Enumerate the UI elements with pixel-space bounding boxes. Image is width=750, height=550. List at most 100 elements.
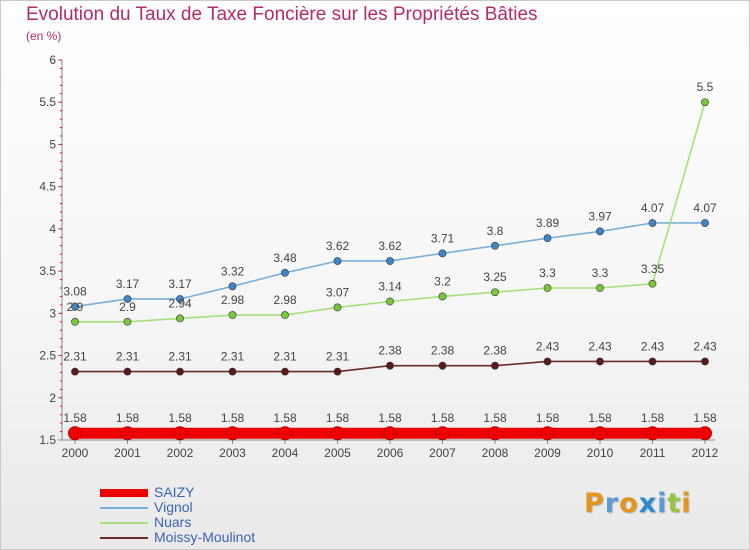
data-point [176, 314, 184, 323]
data-label: 2.43 [588, 339, 612, 353]
data-label: 3.62 [378, 239, 402, 253]
data-label: 5.5 [697, 80, 714, 94]
data-point [383, 426, 397, 441]
data-label: 3.3 [539, 266, 556, 280]
legend-swatch [100, 537, 148, 539]
x-tick-label: 2005 [324, 446, 351, 460]
data-point [71, 317, 79, 326]
data-point [540, 426, 555, 441]
data-label: 1.58 [483, 411, 507, 425]
y-tick-label: 3 [49, 306, 56, 320]
data-point [543, 284, 552, 292]
x-tick-label: 2009 [534, 446, 561, 460]
data-label: 1.58 [326, 411, 350, 425]
data-point [438, 361, 447, 370]
data-label: 3.08 [63, 285, 87, 299]
data-point [435, 426, 450, 441]
data-label: 2.43 [641, 339, 665, 353]
data-point [123, 295, 132, 303]
data-label: 3.8 [487, 224, 504, 238]
x-tick-label: 2010 [587, 446, 614, 460]
data-label: 1.58 [641, 411, 665, 425]
data-label: 2.9 [119, 300, 136, 314]
data-point [488, 426, 502, 441]
data-label: 3.32 [221, 264, 245, 278]
chart-unit-label: (en %) [26, 29, 62, 43]
data-label: 2.31 [326, 350, 350, 364]
proxiti-logo: Proxiti [584, 488, 692, 519]
data-label: 1.58 [536, 411, 560, 425]
data-point [281, 367, 289, 376]
data-point [330, 426, 345, 441]
x-tick-label: 2003 [219, 446, 246, 460]
legend-swatch [100, 489, 148, 497]
y-tick-label: 4.5 [39, 180, 56, 194]
x-tick-label: 2004 [272, 446, 299, 460]
data-point [123, 367, 132, 376]
data-label: 3.14 [378, 280, 402, 294]
data-label: 1.58 [378, 411, 402, 425]
legend-label: Moissy-Moulinot [154, 529, 256, 545]
data-point [645, 426, 660, 441]
series-nuars: 2.9 2.9 2.94 2.98 2.98 3.07 3.14 3.2 3.25 3.3 3.3 3… [67, 80, 714, 326]
data-point [333, 257, 342, 265]
data-label: 2.98 [273, 293, 297, 307]
series-vignol: 3.08 3.17 3.17 3.32 3.48 3.62 3.62 3.71 3.8 3.89 3… [63, 201, 717, 311]
data-point [71, 367, 79, 376]
legend-label: SAIZY [154, 484, 195, 500]
data-label: 2.38 [431, 344, 455, 358]
x-tick-label: 2001 [114, 446, 141, 460]
y-tick-label: 2 [49, 391, 56, 405]
data-label: 1.58 [63, 411, 87, 425]
x-tick-label: 2006 [377, 446, 404, 460]
data-label: 3.25 [483, 270, 507, 284]
series-saizy: 1.58 1.58 1.58 1.58 1.58 1.58 1.58 1.58 1.58 1.58… [63, 411, 717, 441]
chart-title: Evolution du Taux de Taxe Foncière sur l… [26, 4, 538, 25]
data-point [386, 257, 394, 265]
data-label: 1.58 [116, 411, 140, 425]
data-label: 4.07 [641, 201, 665, 215]
data-point [543, 357, 552, 366]
data-point [701, 219, 709, 227]
y-tick-label: 4 [49, 222, 56, 236]
x-tick-label: 2012 [692, 446, 719, 460]
y-tick-label: 5 [49, 137, 56, 151]
data-label: 2.98 [221, 293, 245, 307]
data-point [491, 361, 499, 370]
data-point [228, 311, 237, 319]
x-tick-label: 2011 [640, 446, 666, 460]
data-label: 2.31 [63, 350, 87, 364]
data-label: 3.35 [641, 262, 665, 276]
data-label: 3.3 [592, 266, 609, 280]
data-label: 2.31 [168, 350, 192, 364]
data-point [386, 361, 394, 370]
data-point [120, 426, 135, 441]
data-point [596, 227, 604, 236]
data-point [281, 311, 289, 319]
data-label: 3.2 [434, 274, 451, 288]
data-point [333, 303, 342, 312]
data-point [68, 426, 82, 441]
data-label: 2.9 [67, 300, 84, 314]
x-tick-label: 2007 [429, 446, 456, 460]
data-point [281, 268, 289, 277]
data-point [438, 249, 447, 258]
data-label: 4.07 [693, 201, 717, 215]
legend-label: Vignol [154, 499, 193, 515]
data-point [543, 234, 552, 243]
data-label: 3.17 [116, 277, 140, 291]
x-tick-label: 2008 [482, 446, 509, 460]
data-point [228, 282, 237, 291]
legend-label: Nuars [154, 514, 192, 530]
data-point [278, 426, 292, 441]
data-label: 3.07 [326, 285, 350, 299]
data-point [701, 357, 709, 366]
data-label: 2.38 [483, 344, 507, 358]
data-point [438, 292, 447, 301]
data-point [648, 219, 657, 227]
data-point [173, 426, 187, 441]
data-label: 1.58 [431, 411, 455, 425]
data-point [596, 284, 604, 292]
